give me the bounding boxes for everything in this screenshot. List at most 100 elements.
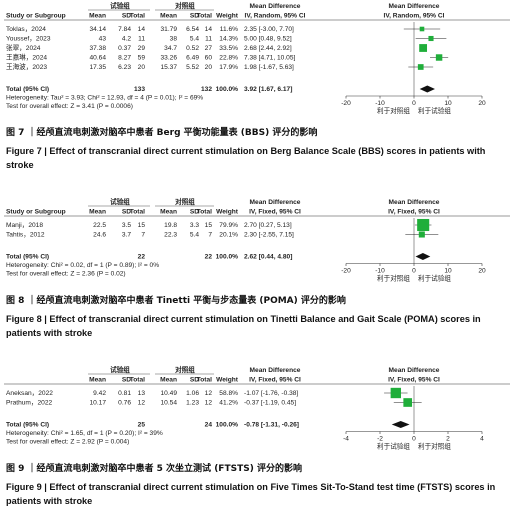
heterogeneity: Heterogeneity: Chi² = 1.65, df = 1 (P = … <box>6 430 163 437</box>
figure: 试验组 对照组 Mean Difference Mean Difference Stud… <box>0 196 514 340</box>
ctl-cell: 12 <box>205 390 213 397</box>
column-header: IV, Random, 95% CI <box>245 12 306 19</box>
total-weight: 100.0% <box>216 253 239 260</box>
weight: 58.8% <box>219 390 238 397</box>
column-header: SD <box>190 376 199 383</box>
column-header: Weight <box>216 208 239 215</box>
column-header: Mean <box>160 376 177 383</box>
column-header: Total <box>197 208 212 215</box>
ctl-cell: 6.54 <box>186 26 199 33</box>
total-effect: 2.62 [0.44, 4.80] <box>244 253 292 260</box>
x-tick-label: 0 <box>412 100 416 107</box>
ctl-cell: 19.8 <box>164 222 177 229</box>
exp-cell: 0.81 <box>118 390 131 397</box>
effect: 2.68 [2.44, 2.92] <box>244 45 292 52</box>
column-header: Mean <box>89 12 106 19</box>
exp-cell: 34.14 <box>89 26 106 33</box>
ctl-cell: 31.79 <box>160 26 177 33</box>
x-tick-label: 20 <box>478 100 486 107</box>
study-square <box>428 35 434 42</box>
column-header: Weight <box>216 376 239 383</box>
study-name: 张翠，2024 <box>6 43 41 52</box>
forest-plot: 试验组 对照组 Mean Difference Mean Difference Mean… <box>4 365 510 450</box>
ctl-cell: 5.52 <box>186 64 199 71</box>
x-tick-label: 10 <box>444 267 452 274</box>
favors-left: 利于试验组 <box>377 441 410 450</box>
ctl-cell: 10.49 <box>160 390 177 397</box>
total-ctl: 22 <box>205 253 213 260</box>
study-square <box>390 387 401 399</box>
total-weight: 100.0% <box>216 86 239 93</box>
favors-right: 利于试验组 <box>418 106 451 115</box>
exp-cell: 13 <box>138 390 146 397</box>
column-header: Total <box>130 208 145 215</box>
column-header: IV, Fixed, 95% CI <box>388 376 440 383</box>
x-tick-label: -20 <box>341 100 351 107</box>
exp-cell: 7 <box>141 231 145 238</box>
exp-cell: 29 <box>138 45 146 52</box>
group-header: Mean Difference <box>250 367 301 374</box>
column-header: SD <box>122 208 131 215</box>
group-header: Mean Difference <box>250 3 301 10</box>
study-square <box>417 64 424 70</box>
caption-cn: 图 9 ｜经颅直流电刺激对脑卒中患者 5 次坐立测试 (FTSTS) 评分的影响 <box>6 463 302 474</box>
exp-cell: 14 <box>138 26 146 33</box>
caption-en: Figure 9 | Effect of transcranial direct… <box>6 481 496 506</box>
ctl-cell: 22.3 <box>164 231 177 238</box>
x-tick-label: -2 <box>377 435 383 442</box>
group-header: Mean Difference <box>389 3 440 10</box>
exp-cell: 15 <box>138 222 146 229</box>
study-name: Prathum，2022 <box>6 399 53 406</box>
exp-cell: 6.23 <box>118 64 131 71</box>
exp-cell: 3.7 <box>122 231 131 238</box>
favors-right: 利于对照组 <box>418 441 451 450</box>
overall-effect: Test for overall effect: Z = 3.41 (P = 0… <box>6 103 133 110</box>
ctl-cell: 11 <box>205 35 212 42</box>
exp-cell: 7.84 <box>118 26 131 33</box>
caption-cn: 图 7 ｜经颅直流电刺激对脑卒中患者 Berg 平衡功能量表 (BBS) 评分的… <box>6 128 318 138</box>
overall-effect: Test for overall effect: Z = 2.36 (P = 0… <box>6 270 126 277</box>
ctl-cell: 10.54 <box>160 399 177 406</box>
total-name: Total (95% CI) <box>6 86 49 93</box>
column-header: Study or Subgroup <box>6 12 66 19</box>
ctl-cell: 60 <box>205 54 213 61</box>
effect: 2.30 [-2.55, 7.15] <box>244 231 294 238</box>
weight: 41.2% <box>219 399 238 406</box>
total-ctl: 132 <box>201 86 212 93</box>
heterogeneity: Heterogeneity: Chi² = 0.02, df = 1 (P = … <box>6 262 159 269</box>
total-weight: 100.0% <box>216 421 239 428</box>
exp-cell: 37.38 <box>89 45 106 52</box>
x-tick-label: 4 <box>480 435 484 442</box>
exp-cell: 24.6 <box>93 231 106 238</box>
ctl-cell: 15 <box>205 222 213 229</box>
study-name: 王海波，2023 <box>6 62 47 71</box>
exp-cell: 8.27 <box>118 54 131 61</box>
study-square <box>403 398 413 407</box>
column-header: Mean <box>89 208 106 215</box>
weight: 33.5% <box>219 45 238 52</box>
column-header: IV, Fixed, 95% CI <box>249 208 301 215</box>
exp-cell: 9.42 <box>93 390 106 397</box>
weight: 14.3% <box>219 35 238 42</box>
study-square <box>419 26 425 32</box>
group-header: 试验组 <box>110 197 130 206</box>
column-header: Mean <box>160 12 177 19</box>
x-tick-label: 0 <box>412 267 416 274</box>
column-header: SD <box>190 12 199 19</box>
total-effect: 3.92 [1.67, 6.17] <box>244 86 292 93</box>
figure: 试验组 对照组 Mean Difference Mean Difference Mean… <box>0 364 514 508</box>
exp-cell: 40.64 <box>89 54 106 61</box>
x-tick-label: 10 <box>444 100 452 107</box>
ctl-cell: 6.49 <box>186 54 199 61</box>
weight: 79.9% <box>219 222 238 229</box>
forest-plot: 试验组 对照组 Mean Difference Mean Difference Stud… <box>4 197 510 282</box>
study-square <box>435 54 443 61</box>
exp-cell: 10.17 <box>89 399 106 406</box>
group-header: 试验组 <box>110 1 130 10</box>
weight: 20.1% <box>219 231 238 238</box>
x-tick-label: 2 <box>446 435 450 442</box>
total-exp: 22 <box>138 253 146 260</box>
ctl-cell: 3.3 <box>190 222 199 229</box>
overall-effect: Test for overall effect: Z = 2.92 (P = 0… <box>6 438 129 445</box>
